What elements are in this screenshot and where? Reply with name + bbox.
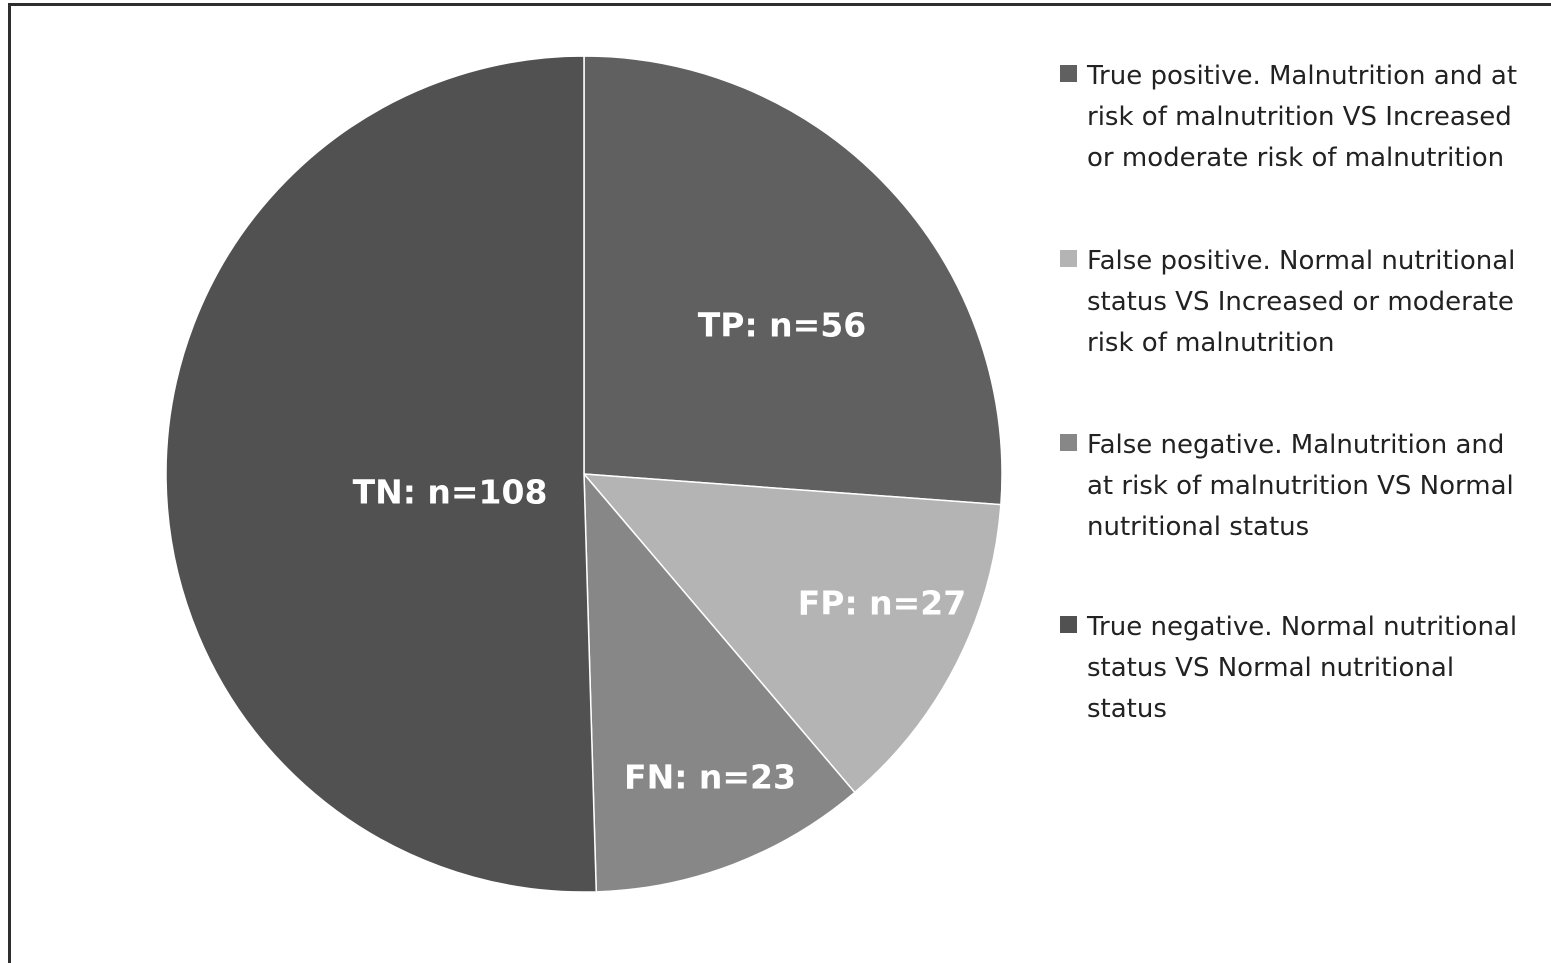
legend-swatch-tp: [1060, 65, 1077, 82]
legend-item-fn: False negative. Malnutrition and at risk…: [1060, 425, 1527, 548]
slice-label-tp: TP: n=56: [698, 306, 866, 345]
legend-label-fn: False negative. Malnutrition and at risk…: [1087, 430, 1514, 542]
legend-item-fp: False positive. Normal nutritional statu…: [1060, 241, 1527, 364]
chart-frame: [8, 3, 1551, 963]
pie-slice-tp: [583, 55, 1003, 506]
legend-item-tp: True positive. Malnutrition and at risk …: [1060, 56, 1527, 179]
legend-item-tn: True negative. Normal nutritional status…: [1060, 607, 1527, 730]
pie-slice-tn: [165, 55, 598, 893]
slice-label-fn: FN: n=23: [624, 758, 796, 797]
legend-label-tp: True positive. Malnutrition and at risk …: [1087, 61, 1518, 173]
legend-swatch-fp: [1060, 250, 1077, 267]
pie-chart: TP: n=56 FP: n=27 FN: n=23 TN: n=108: [165, 55, 1003, 893]
slice-label-tn: TN: n=108: [353, 473, 548, 512]
legend-label-tn: True negative. Normal nutritional status…: [1087, 612, 1518, 724]
legend-swatch-tn: [1060, 616, 1077, 633]
legend-label-fp: False positive. Normal nutritional statu…: [1087, 246, 1516, 358]
legend-swatch-fn: [1060, 434, 1077, 451]
pie-slice-fn: [583, 471, 856, 893]
slice-label-fp: FP: n=27: [798, 584, 966, 623]
pie-slice-fp: [582, 473, 1002, 794]
